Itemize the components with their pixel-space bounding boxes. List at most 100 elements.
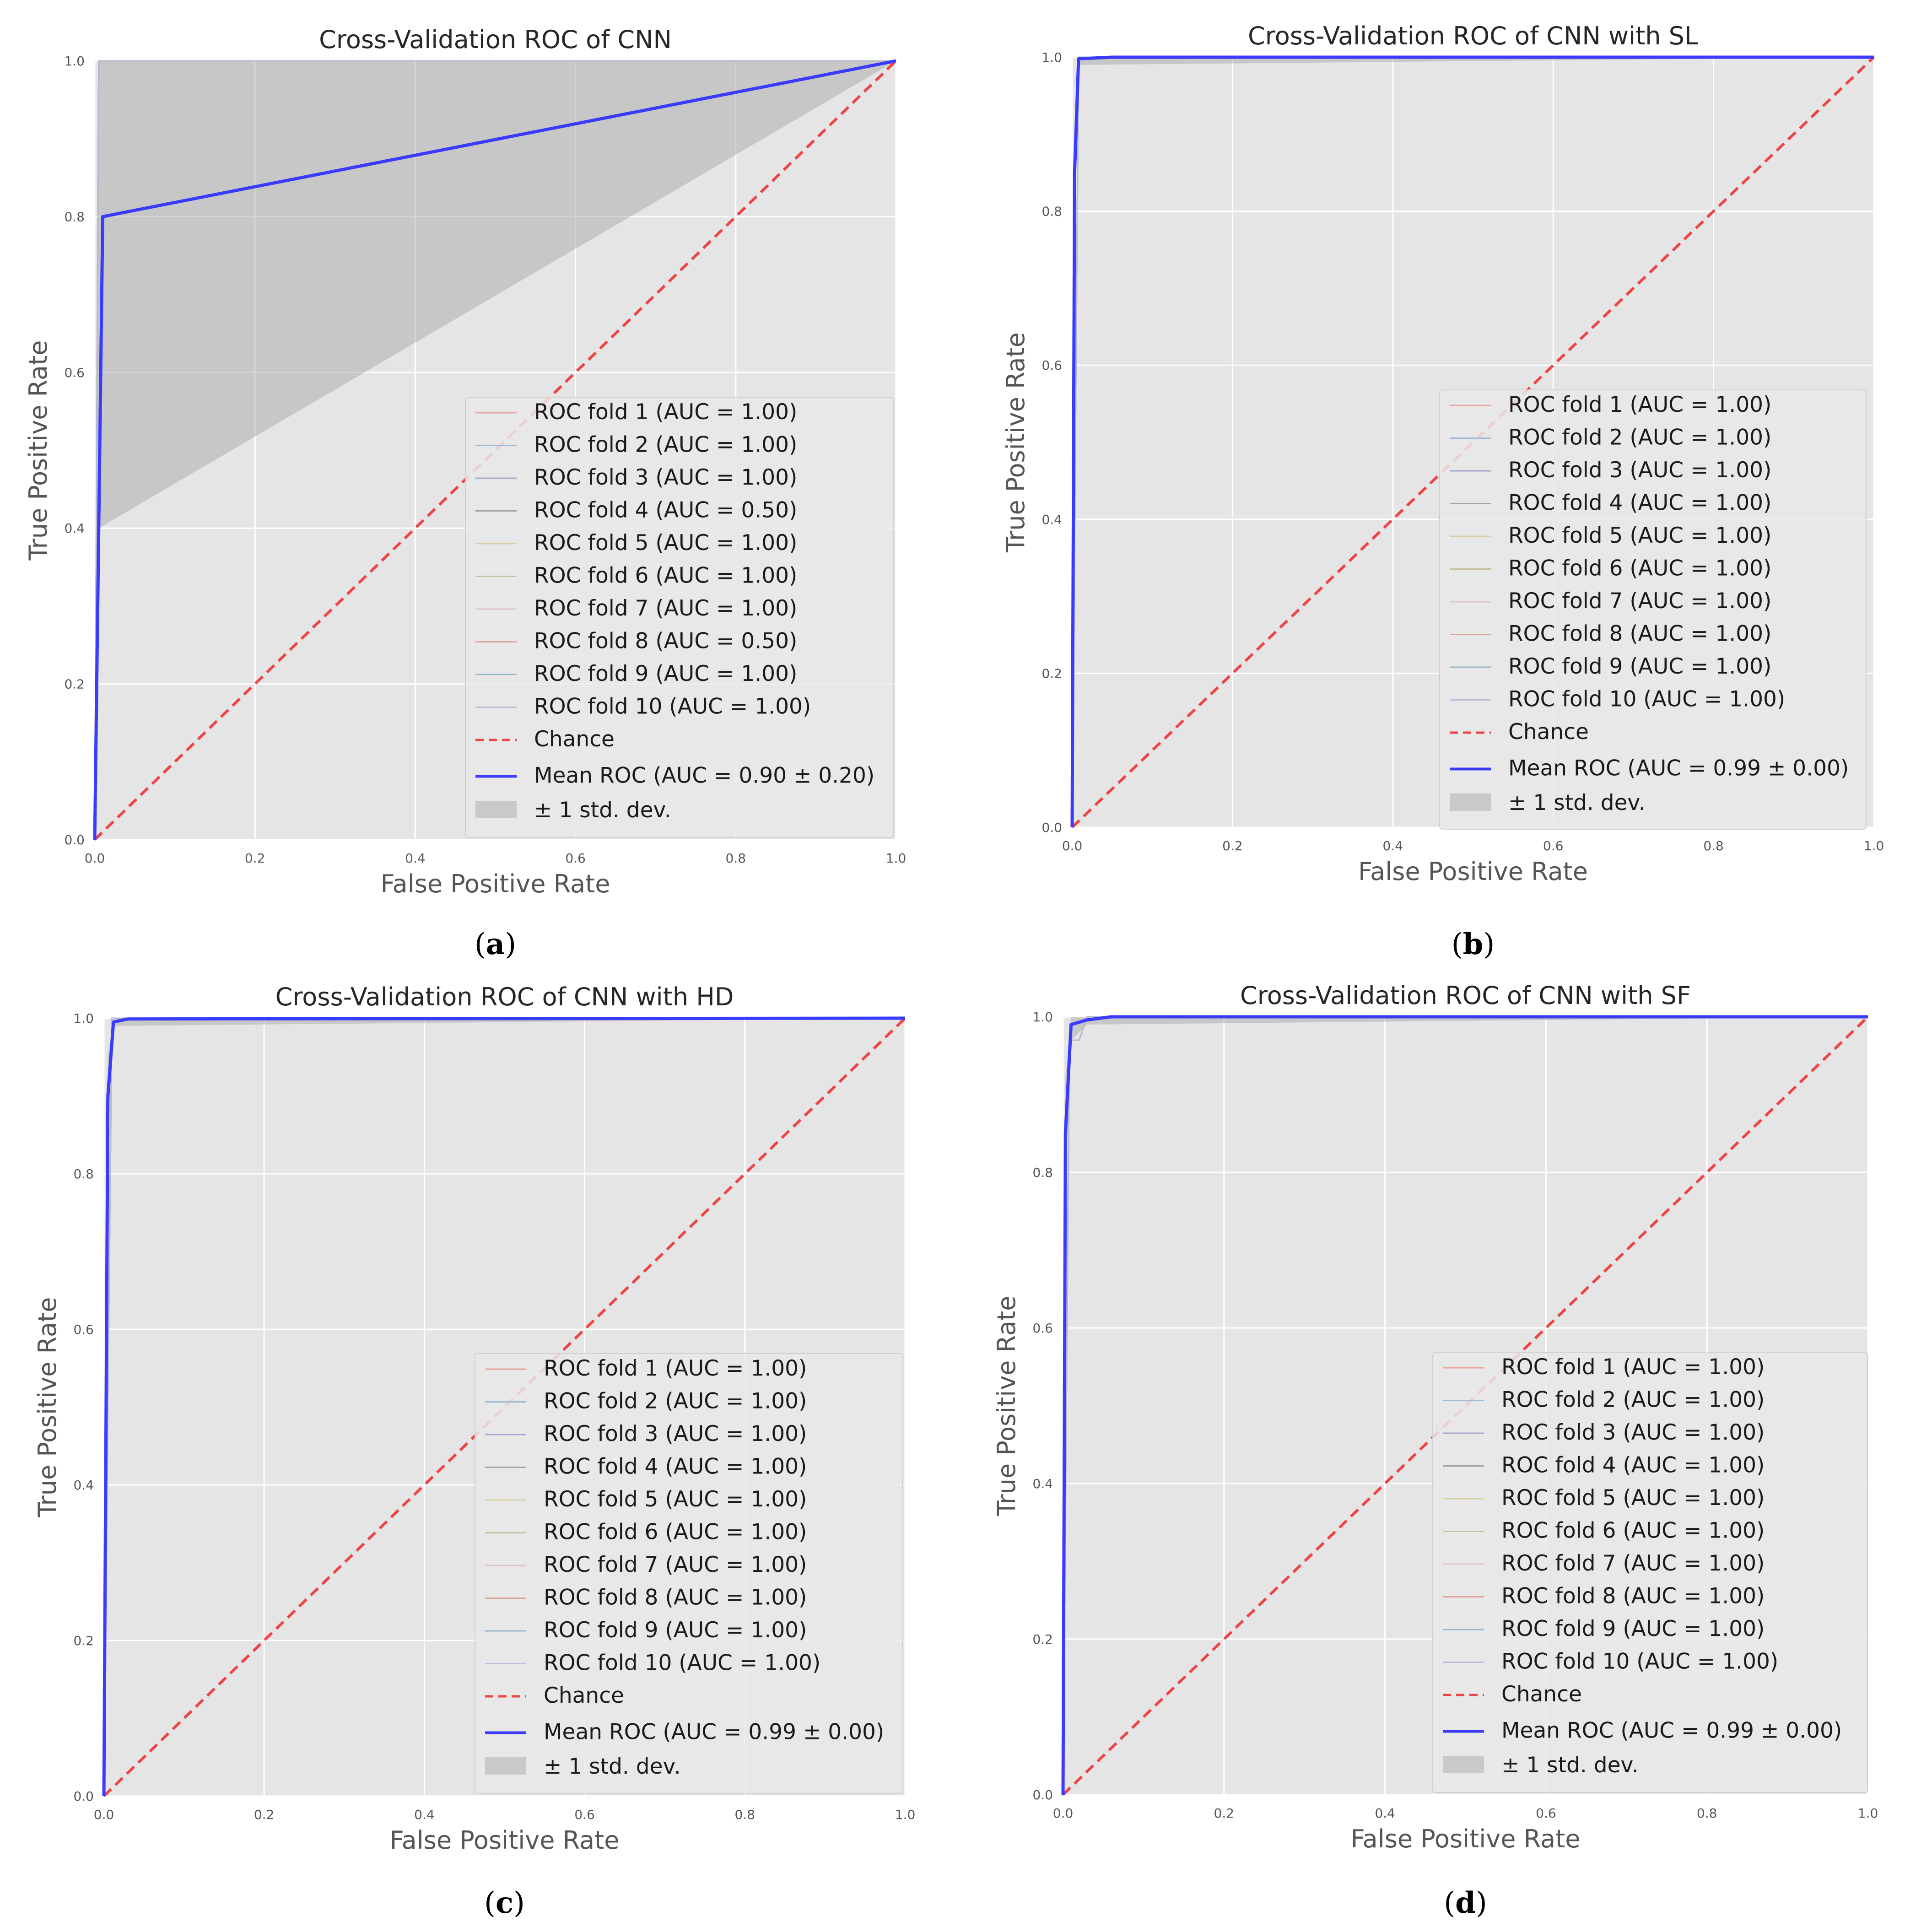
x-tick-label: 0.2 [245,851,265,866]
x-axis-label: False Positive Rate [390,1826,620,1855]
y-tick-label: 0.2 [73,1633,94,1648]
x-tick-label: 0.6 [1536,1806,1556,1821]
y-tick-label: 1.0 [64,54,85,69]
x-tick-label: 1.0 [1858,1806,1878,1821]
x-tick-label: 0.6 [574,1807,595,1822]
legend-label-mean: Mean ROC (AUC = 0.99 ± 0.00) [1508,756,1849,781]
x-tick-label: 0.4 [414,1807,435,1822]
legend-label-fold-8: ROC fold 8 (AUC = 1.00) [1501,1584,1765,1609]
y-axis-label: True Positive Rate [1001,332,1030,553]
y-axis-label: True Positive Rate [33,1297,62,1517]
legend-swatch-std [475,801,517,818]
legend-box [1439,389,1867,830]
y-tick-label: 1.0 [1042,50,1062,65]
std-band [95,61,896,840]
roc-fold-10-curve [94,60,896,840]
legend-label-fold-1: ROC fold 1 (AUC = 1.00) [544,1356,807,1381]
x-tick-label: 0.0 [1062,838,1083,853]
legend-label-fold-2: ROC fold 2 (AUC = 1.00) [544,1389,807,1414]
x-tick-label: 0.8 [1697,1806,1717,1821]
legend-label-fold-9: ROC fold 9 (AUC = 1.00) [534,661,797,686]
legend-label-chance: Chance [1508,719,1589,745]
panel-caption: (c) [484,1886,525,1920]
legend-label-fold-4: ROC fold 4 (AUC = 1.00) [544,1454,807,1479]
legend-label-fold-6: ROC fold 6 (AUC = 1.00) [544,1520,807,1545]
legend-label-fold-9: ROC fold 9 (AUC = 1.00) [544,1618,807,1643]
legend-label-fold-4: ROC fold 4 (AUC = 1.00) [1508,491,1771,516]
panel-caption-letter: b [1463,927,1484,961]
legend-label-fold-10: ROC fold 10 (AUC = 1.00) [1501,1649,1778,1674]
panel-caption-letter: a [486,927,505,961]
y-tick-label: 1.0 [73,1011,94,1026]
legend-label-fold-2: ROC fold 2 (AUC = 1.00) [1501,1387,1765,1413]
y-tick-label: 0.8 [1042,204,1062,219]
y-tick-label: 0.2 [1032,1632,1053,1647]
legend-label-fold-9: ROC fold 9 (AUC = 1.00) [1508,654,1771,679]
legend-label-chance: Chance [534,727,615,752]
legend-label-std: ± 1 std. dev. [1501,1753,1639,1778]
legend-label-fold-5: ROC fold 5 (AUC = 1.00) [544,1487,807,1512]
legend-box [1432,1352,1868,1793]
y-axis-label: True Positive Rate [24,340,53,561]
chart-title: Cross-Validation ROC of CNN [319,25,672,54]
legend-label-fold-7: ROC fold 7 (AUC = 1.00) [1508,588,1771,614]
x-tick-label: 0.0 [85,851,105,866]
mean-roc-curve [1061,1015,1868,1795]
panel-caption: (a) [475,927,516,961]
legend-swatch-std [485,1757,526,1775]
x-tick-label: 0.0 [94,1807,114,1822]
chart-title: Cross-Validation ROC of CNN with SL [1248,22,1698,50]
y-tick-label: 0.6 [1032,1321,1053,1336]
y-tick-label: 0.6 [64,365,85,380]
legend-label-fold-10: ROC fold 10 (AUC = 1.00) [544,1651,820,1676]
chart-title: Cross-Validation ROC of CNN with HD [275,982,734,1011]
panel-caption: (d) [1444,1886,1487,1920]
legend-label-fold-2: ROC fold 2 (AUC = 1.00) [534,432,797,458]
legend-label-mean: Mean ROC (AUC = 0.99 ± 0.00) [544,1720,884,1745]
legend-label-mean: Mean ROC (AUC = 0.99 ± 0.00) [1501,1718,1842,1743]
y-axis-label: True Positive Rate [992,1295,1021,1516]
legend-box [465,397,894,838]
legend-label-chance: Chance [1501,1682,1582,1707]
legend-label-fold-9: ROC fold 9 (AUC = 1.00) [1501,1616,1765,1641]
legend: ROC fold 1 (AUC = 1.00) ROC fold 2 (AUC =… [465,397,894,838]
chance-line [103,1017,907,1797]
legend-label-fold-3: ROC fold 3 (AUC = 1.00) [1501,1420,1765,1445]
legend-label-fold-8: ROC fold 8 (AUC = 0.50) [534,629,797,654]
x-tick-label: 0.8 [735,1807,756,1822]
panel-caption-letter: d [1455,1886,1476,1920]
roc-panel-a: 0.0 0.2 0.4 0.6 0.8 1.0 0.0 0.2 0.4 0.6 0.8 1.0 Cros… [24,25,906,961]
legend-swatch-std [1450,793,1491,811]
x-tick-label: 0.2 [1222,838,1243,853]
roc-panel-d: 0.0 0.2 0.4 0.6 0.8 1.0 0.0 0.2 0.4 0.6 0.8 1.0 Cros… [992,981,1878,1920]
chance-line [1071,56,1875,829]
y-tick-label: 1.0 [1032,1009,1053,1025]
y-tick-label: 0.8 [64,209,85,224]
legend-label-fold-3: ROC fold 3 (AUC = 1.00) [1508,458,1771,483]
mean-roc-curve [1070,55,1874,828]
legend-label-fold-4: ROC fold 4 (AUC = 0.50) [534,498,797,523]
chart-title: Cross-Validation ROC of CNN with SF [1240,981,1691,1010]
x-tick-label: 0.8 [1703,838,1724,853]
x-tick-label: 0.2 [254,1807,275,1822]
legend-box [475,1353,903,1794]
y-tick-label: 0.2 [64,677,85,692]
legend-label-fold-1: ROC fold 1 (AUC = 1.00) [1501,1355,1765,1380]
legend-label-std: ± 1 std. dev. [544,1754,681,1779]
legend-label-chance: Chance [544,1683,624,1708]
legend-label-fold-8: ROC fold 8 (AUC = 1.00) [1508,621,1771,647]
x-tick-label: 1.0 [886,851,907,866]
panel-caption-letter: c [496,1886,513,1920]
y-tick-label: 0.0 [1042,820,1062,835]
legend-label-fold-8: ROC fold 8 (AUC = 1.00) [544,1585,807,1610]
y-tick-label: 0.8 [73,1166,94,1182]
x-tick-label: 0.6 [565,851,586,866]
legend-label-fold-6: ROC fold 6 (AUC = 1.00) [1501,1518,1765,1543]
legend-swatch-std [1443,1756,1484,1773]
x-axis-label: False Positive Rate [1351,1824,1581,1853]
y-tick-label: 0.6 [1042,358,1062,373]
legend-label-fold-6: ROC fold 6 (AUC = 1.00) [1508,556,1771,581]
y-tick-label: 0.2 [1042,666,1062,681]
legend-label-std: ± 1 std. dev. [534,798,671,823]
